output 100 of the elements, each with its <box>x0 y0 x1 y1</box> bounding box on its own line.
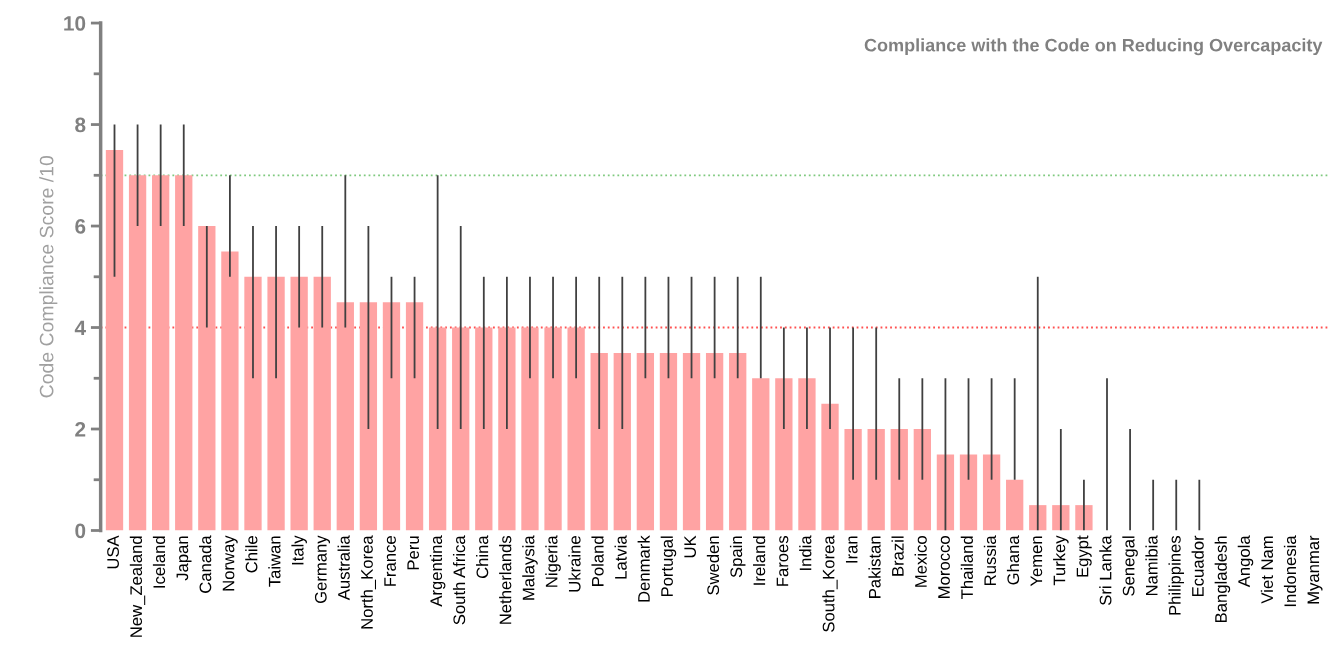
y-tick-label: 10 <box>64 16 86 31</box>
bar <box>567 327 585 531</box>
bar <box>867 429 885 531</box>
x-tick-label: Brazil <box>891 536 904 576</box>
x-tick-label: Malaysia <box>522 535 538 600</box>
bar <box>198 226 216 531</box>
x-tick-label: UK <box>684 535 697 558</box>
bar <box>821 403 839 531</box>
x-tick-label: Iceland <box>152 536 166 588</box>
x-tick-label: Ukraine <box>568 536 581 592</box>
x-tick-label: Taiwan <box>268 536 281 587</box>
bar <box>313 276 331 531</box>
bar <box>775 378 793 531</box>
x-tick-label: Netherlands <box>499 535 512 624</box>
bar <box>982 454 1001 531</box>
y-tick-label: 8 <box>75 117 86 133</box>
x-tick-label: Egypt <box>1076 535 1092 577</box>
x-tick-label: Yemen <box>1030 536 1043 587</box>
x-tick-label: Sweden <box>706 536 720 595</box>
bar <box>267 276 285 531</box>
x-tick-label: Thailand <box>960 536 973 599</box>
bar <box>913 429 931 531</box>
x-tick-label: Argentina <box>429 535 446 607</box>
x-tick-label: Chile <box>245 536 258 573</box>
bar <box>636 352 655 531</box>
x-tick-label: Mexico <box>914 536 927 587</box>
x-tick-label: Spain <box>729 536 746 578</box>
x-tick-label: Myanmar <box>1307 535 1323 604</box>
x-tick-label: Namibia <box>1145 535 1158 596</box>
x-tick-label: Ecuador <box>1191 535 1204 597</box>
x-tick-label: China <box>476 535 489 579</box>
bar <box>752 378 770 531</box>
x-tick-label: Portugal <box>660 536 677 597</box>
x-tick-label: Philippines <box>1168 535 1185 615</box>
bar <box>336 302 354 531</box>
bar <box>498 327 516 531</box>
x-tick-label: Norway <box>222 535 238 591</box>
y-tick-label: 4 <box>74 320 86 336</box>
bar <box>521 327 539 531</box>
bar <box>382 302 401 531</box>
bar <box>705 352 724 531</box>
bar <box>590 352 608 531</box>
x-tick-label: Viet Nam <box>1260 536 1274 604</box>
bar <box>244 276 262 531</box>
x-tick-label: Japan <box>176 536 192 581</box>
bar <box>452 327 470 531</box>
x-tick-label: Russia <box>983 535 997 585</box>
bar <box>613 352 631 531</box>
bar <box>959 454 978 531</box>
bar <box>844 429 862 531</box>
x-tick-label: South_Korea <box>822 535 838 632</box>
x-tick-label: Denmark <box>637 535 650 602</box>
x-tick-label: South Africa <box>452 535 466 625</box>
x-tick-label: Iran <box>845 536 858 563</box>
x-tick-label: Italy <box>291 535 307 565</box>
bar <box>221 251 239 531</box>
x-tick-label: Canada <box>199 535 212 593</box>
bar <box>405 302 424 531</box>
bar <box>475 327 493 531</box>
bar <box>359 302 378 531</box>
bar <box>175 175 193 531</box>
x-tick-label: Bangladesh <box>1214 536 1231 623</box>
x-tick-label: North_Korea <box>360 535 377 629</box>
x-tick-label: Turkey <box>1053 535 1069 586</box>
x-tick-label: Senegal <box>1122 536 1138 596</box>
x-tick-label: Australia <box>337 535 350 601</box>
x-tick-label: Ireland <box>753 536 766 585</box>
x-tick-label: Morocco <box>938 536 950 598</box>
x-tick-label: Germany <box>314 535 330 604</box>
y-axis-title: Code Compliance Score /10 <box>39 155 58 398</box>
x-tick-label: Indonesia <box>1283 535 1297 607</box>
bar <box>152 175 170 531</box>
bar <box>544 327 562 531</box>
x-tick-label: New_Zealand <box>129 536 146 637</box>
bar <box>890 429 908 531</box>
bar <box>729 352 747 531</box>
x-tick-label: Angola <box>1237 535 1254 588</box>
bar <box>936 454 955 531</box>
x-tick-label: Ghana <box>1006 535 1020 585</box>
x-tick-label: Peru <box>407 536 420 570</box>
bar <box>128 175 147 531</box>
x-tick-label: Nigeria <box>545 535 561 587</box>
bar <box>428 327 447 531</box>
x-tick-label: Sri Lanka <box>1099 535 1112 605</box>
x-tick-label: Pakistan <box>868 536 881 598</box>
bar <box>290 276 308 531</box>
bar <box>659 352 678 531</box>
x-tick-label: Faroes <box>776 535 789 586</box>
y-tick-label: 6 <box>75 219 86 234</box>
y-tick-label: 0 <box>75 523 86 539</box>
x-tick-label: France <box>384 536 396 586</box>
x-tick-label: Poland <box>591 536 604 586</box>
bar <box>105 149 124 531</box>
x-tick-label: India <box>799 535 812 570</box>
bar <box>1006 479 1024 531</box>
text: Compliance with the Code on Reducing Overcapacity <box>864 38 1323 56</box>
x-tick-label: USA <box>107 535 119 569</box>
y-tick-label: 2 <box>75 422 86 437</box>
bar <box>798 378 816 531</box>
x-tick-label: Latvia <box>614 535 627 579</box>
